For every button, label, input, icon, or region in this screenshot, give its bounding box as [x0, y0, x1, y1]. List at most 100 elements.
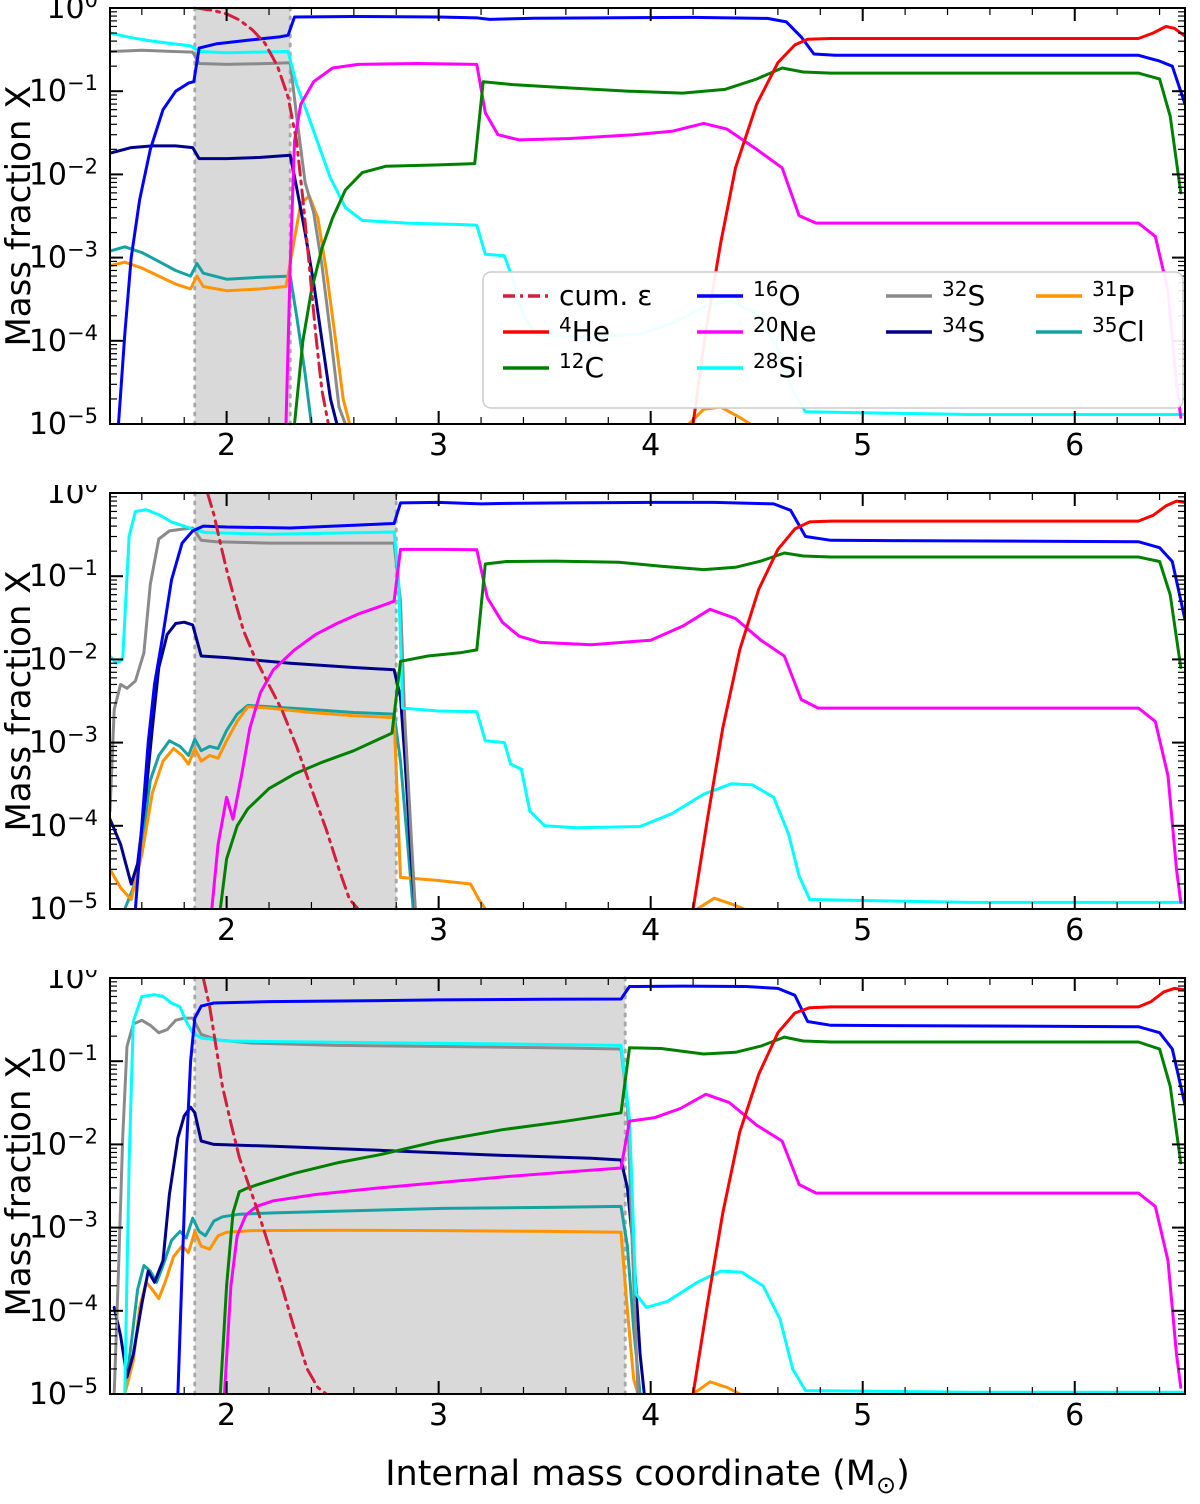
series-line-c12 — [218, 551, 1183, 909]
legend-label-he4: 4He — [559, 313, 610, 348]
svg-text:6: 6 — [1065, 1398, 1084, 1433]
series-line-o16 — [117, 15, 1185, 424]
series-line-he4 — [691, 499, 1185, 909]
svg-text:10−2: 10−2 — [29, 154, 98, 192]
x-tick-labels: 2 3 4 5 6 — [217, 428, 1084, 463]
series-line-c12 — [218, 1035, 1183, 1394]
legend-item-s32: 32S — [886, 277, 985, 312]
svg-text:2: 2 — [217, 1398, 236, 1433]
legend-label-s34: 34S — [942, 313, 985, 348]
svg-text:5: 5 — [853, 428, 872, 463]
svg-text:3: 3 — [429, 913, 448, 948]
axis-ticks — [110, 977, 1185, 1395]
x-axis-label-text: Internal mass coordinate (M — [385, 1454, 877, 1494]
y-axis-label: Mass fraction X — [0, 1055, 39, 1316]
series-line-cl35 — [123, 703, 415, 909]
legend-item-si28: 28Si — [697, 349, 804, 384]
legend-label-si28: 28Si — [753, 349, 804, 384]
svg-text:100: 100 — [46, 970, 98, 996]
series-lines — [110, 493, 1185, 909]
svg-text:10−4: 10−4 — [29, 321, 98, 359]
series-line-p31 — [110, 194, 352, 424]
svg-text:4: 4 — [641, 1398, 660, 1433]
svg-text:10−3: 10−3 — [29, 723, 98, 761]
legend-item-o16: 16O — [697, 277, 801, 312]
panel-3-chart: 2 3 4 5 6 100 10−1 10−2 10−3 10−4 10−5 Mass fractio… — [0, 970, 1186, 1433]
panel-2-chart: 2 3 4 5 6 100 10−1 10−2 10−3 10−4 10−5 Mass fractio… — [0, 485, 1186, 948]
svg-text:10−3: 10−3 — [29, 238, 98, 276]
series-line-cl35 — [110, 245, 313, 424]
svg-text:5: 5 — [853, 913, 872, 948]
svg-text:10−4: 10−4 — [29, 1291, 98, 1329]
x-tick-labels: 2 3 4 5 6 — [217, 1398, 1084, 1433]
series-line-he4 — [691, 25, 1185, 424]
series-line-cum_eps — [206, 493, 360, 909]
series-line-s32 — [112, 1016, 640, 1394]
legend-item-p31: 31P — [1036, 277, 1134, 312]
legend-item-ne20: 20Ne — [697, 313, 817, 348]
legend-item-he4: 4He — [503, 313, 610, 348]
svg-text:100: 100 — [46, 485, 98, 511]
svg-text:3: 3 — [429, 1398, 448, 1433]
series-line-cum_eps — [201, 978, 328, 1394]
series-line-p31 — [695, 896, 746, 909]
series-line-he4 — [691, 986, 1185, 1394]
legend-item-cl35: 35Cl — [1036, 313, 1145, 348]
svg-text:10−2: 10−2 — [29, 1124, 98, 1162]
svg-text:10−5: 10−5 — [29, 404, 98, 442]
series-lines — [110, 8, 1185, 424]
series-line-si28 — [110, 508, 1185, 904]
series-line-s34 — [110, 144, 339, 424]
svg-text:10−3: 10−3 — [29, 1208, 98, 1246]
series-line-ne20 — [284, 62, 1183, 424]
y-tick-labels: 100 10−1 10−2 10−3 10−4 10−5 — [29, 485, 98, 927]
legend-item-cum_eps: cum. ε — [503, 279, 652, 312]
legend-label-cum_eps: cum. ε — [559, 279, 652, 312]
svg-text:10−4: 10−4 — [29, 806, 98, 844]
series-line-cum_eps — [195, 8, 330, 424]
plot-frame — [109, 492, 1186, 910]
x-axis-label: Internal mass coordinate (M⊙) — [110, 1454, 1185, 1499]
series-line-p31 — [691, 1380, 742, 1394]
legend-label-o16: 16O — [753, 277, 801, 312]
svg-text:10−2: 10−2 — [29, 639, 98, 677]
legend-label-p31: 31P — [1092, 277, 1134, 312]
convective-region-shade — [194, 493, 397, 909]
series-line-o16 — [176, 984, 1185, 1394]
legend-label-ne20: 20Ne — [753, 313, 817, 348]
series-lines — [112, 978, 1185, 1394]
y-axis-label: Mass fraction X — [0, 570, 39, 831]
svg-text:10−1: 10−1 — [29, 71, 98, 109]
series-line-ne20 — [210, 547, 1183, 909]
svg-text:6: 6 — [1065, 913, 1084, 948]
svg-text:10−5: 10−5 — [29, 889, 98, 927]
svg-text:3: 3 — [429, 428, 448, 463]
svg-text:6: 6 — [1065, 428, 1084, 463]
series-line-p31 — [110, 705, 487, 909]
svg-text:4: 4 — [641, 913, 660, 948]
panel-1-chart: 2 3 4 5 6 100 10−1 10−2 10−3 10−4 10−5 Mass fractio… — [0, 0, 1186, 463]
legend-box — [482, 271, 1184, 409]
y-tick-labels: 100 10−1 10−2 10−3 10−4 10−5 — [29, 0, 98, 442]
legend-label-s32: 32S — [942, 277, 985, 312]
legend-item-s34: 34S — [886, 313, 985, 348]
svg-text:10−1: 10−1 — [29, 556, 98, 594]
legend-label-cl35: 35Cl — [1092, 313, 1145, 348]
series-line-ne20 — [223, 1092, 1183, 1394]
svg-text:2: 2 — [217, 428, 236, 463]
x-tick-labels: 2 3 4 5 6 — [217, 913, 1084, 948]
series-line-p31 — [687, 405, 752, 424]
plot-frame — [109, 7, 1186, 425]
x-axis-label-close: ) — [896, 1454, 910, 1494]
series-line-si28 — [123, 993, 1185, 1394]
chart-panels: 2 3 4 5 6 100 10−1 10−2 10−3 10−4 10−5 Mass fractio… — [0, 0, 1186, 1433]
convective-region-shade — [194, 8, 291, 424]
y-tick-labels: 100 10−1 10−2 10−3 10−4 10−5 — [29, 970, 98, 1412]
svg-text:4: 4 — [641, 428, 660, 463]
axis-ticks — [110, 492, 1185, 910]
y-axis-label: Mass fraction X — [0, 85, 39, 346]
legend-label-c12: 12C — [559, 349, 604, 384]
svg-text:10−5: 10−5 — [29, 1374, 98, 1412]
